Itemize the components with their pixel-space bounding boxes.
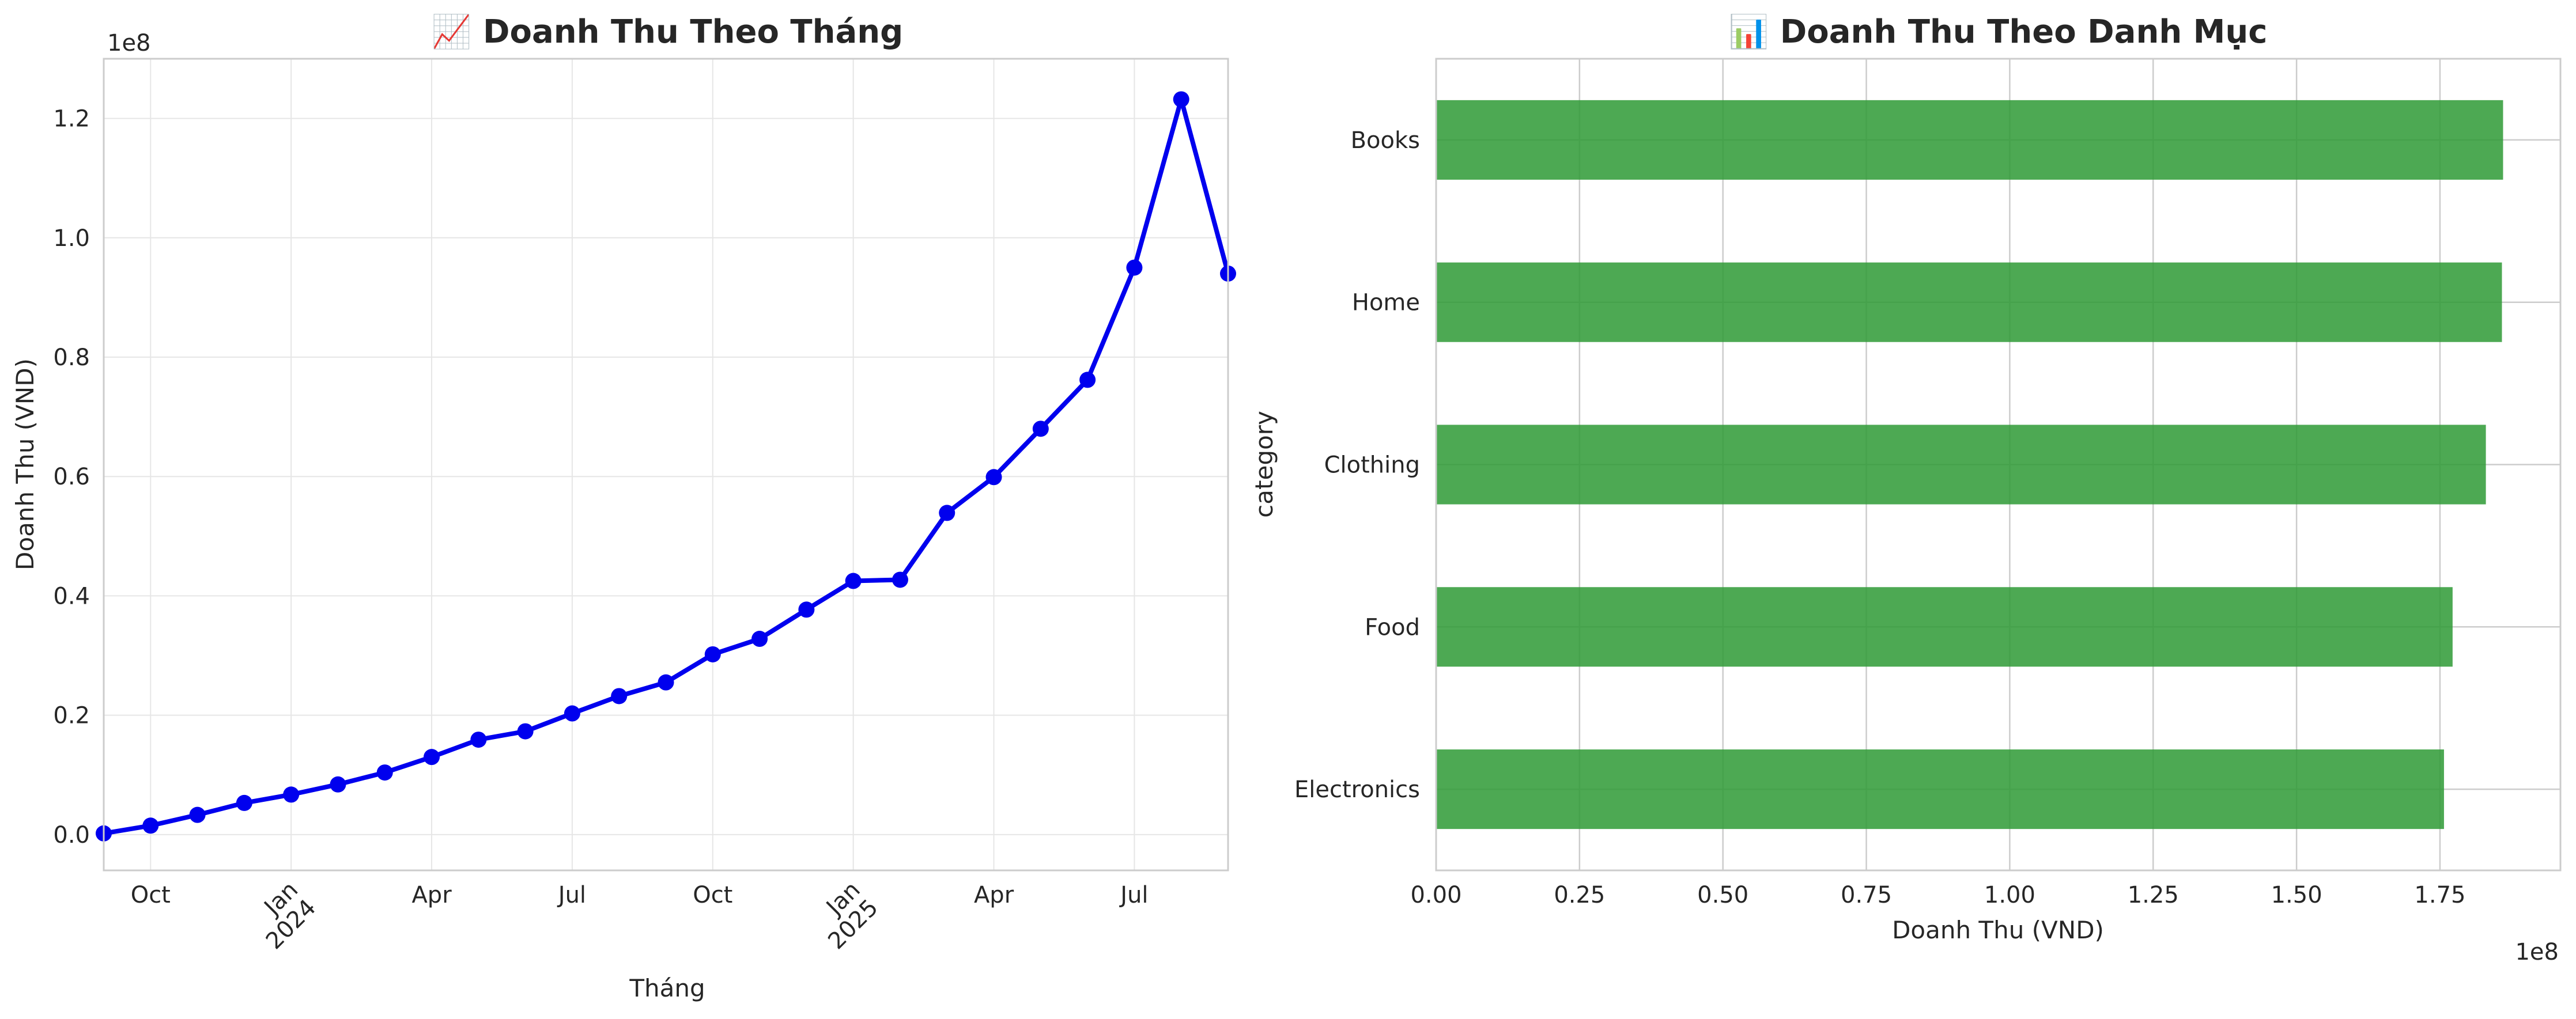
x-tick-label: 1.00 [1984, 882, 2035, 908]
data-point [424, 749, 440, 766]
x-tick-label: Oct [131, 882, 171, 908]
line-series [96, 91, 1236, 842]
data-point [798, 601, 815, 618]
data-point [985, 469, 1002, 486]
x-tick-label: Apr [411, 882, 452, 908]
y-tick-label: 0.0 [53, 822, 90, 848]
data-point [1032, 421, 1049, 437]
y-tick-label: 0.4 [53, 583, 90, 609]
x-axis-label: Tháng [629, 974, 705, 1002]
plot-frame [103, 58, 1229, 872]
category-tick-label: Electronics [1294, 776, 1420, 803]
y-offset-label: 1e8 [107, 30, 151, 56]
data-point [939, 505, 955, 521]
y-tick-label: 0.6 [53, 464, 90, 490]
x-tick-label: 0.50 [1697, 882, 1748, 908]
data-point [517, 723, 534, 740]
data-point [376, 764, 393, 781]
category-tick-label: Books [1351, 127, 1420, 154]
x-tick-label: Apr [974, 882, 1014, 908]
chart-title: 📊 Doanh Thu Theo Danh Mục [1729, 13, 2268, 51]
category-revenue-chart: 📊 Doanh Thu Theo Danh Mục Books Home Cloth… [1250, 13, 2562, 965]
data-point [283, 786, 300, 803]
y-tick-label: 0.2 [53, 703, 90, 729]
x-tick-label: 0.00 [1410, 882, 1461, 908]
data-point [751, 631, 768, 647]
y-tick-label: 1.0 [53, 225, 90, 252]
category-tick-label: Home [1352, 290, 1420, 316]
bar [1436, 100, 2503, 180]
x-tick-label: Oct [693, 882, 732, 908]
data-point [892, 571, 908, 588]
x-tick-label: 1.75 [2414, 882, 2465, 908]
y-axis-label: Doanh Thu (VND) [11, 358, 39, 570]
data-point [142, 817, 159, 834]
data-point [704, 646, 721, 662]
x-axis-ticks: 0.00 0.25 0.50 0.75 1.00 1.25 1.50 1.75 [1410, 882, 2465, 908]
y-axis-label: category [1250, 411, 1278, 518]
grid [104, 59, 1228, 870]
data-point [658, 674, 674, 691]
x-tick-label: 0.75 [1841, 882, 1892, 908]
x-tick-label: Jul [1119, 882, 1148, 908]
y-axis-ticks: 0.0 0.2 0.4 0.6 0.8 1.0 1.2 [53, 106, 90, 848]
data-point [189, 806, 206, 823]
bar [1436, 749, 2444, 829]
bar [1436, 587, 2453, 667]
x-offset-label: 1e8 [2515, 939, 2559, 965]
data-point [1079, 372, 1096, 388]
x-tick-label: 1.25 [2128, 882, 2179, 908]
category-tick-label: Food [1365, 614, 1420, 641]
bar [1436, 262, 2502, 342]
data-point [470, 732, 487, 748]
y-tick-label: 0.8 [53, 344, 90, 371]
category-ticks: Books Home Clothing Food Electronics [1294, 127, 1420, 803]
data-point [330, 776, 346, 793]
bar-series [1436, 100, 2503, 829]
y-tick-label: 1.2 [53, 106, 90, 132]
data-point [845, 573, 862, 589]
category-tick-label: Clothing [1324, 452, 1420, 479]
data-point [1126, 259, 1143, 276]
x-tick-label: 0.25 [1554, 882, 1605, 908]
x-tick-label: 1.50 [2271, 882, 2322, 908]
data-point [564, 705, 580, 722]
data-point [611, 688, 628, 704]
data-point [1173, 91, 1189, 108]
bar [1436, 425, 2486, 505]
x-axis-label: Doanh Thu (VND) [1892, 916, 2104, 944]
data-point [236, 794, 252, 811]
plot-frame [1435, 58, 2562, 872]
x-tick-label: Jul [557, 882, 586, 908]
chart-title: 📈 Doanh Thu Theo Tháng [432, 13, 903, 51]
